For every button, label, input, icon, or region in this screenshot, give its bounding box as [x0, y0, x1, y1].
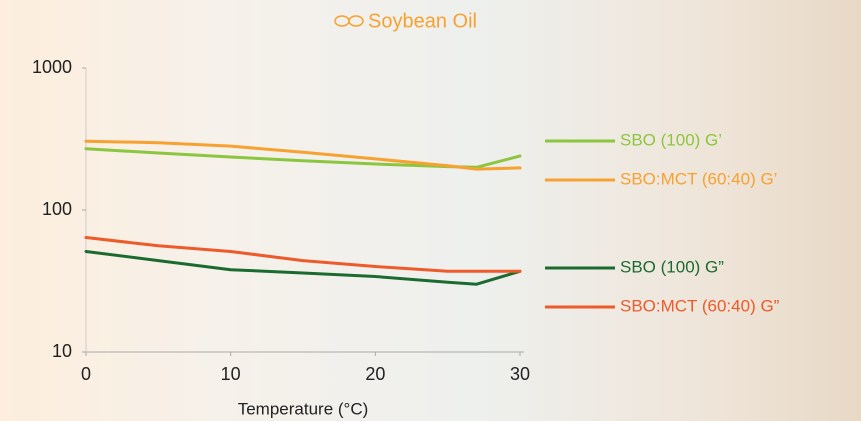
series-line	[84, 250, 522, 286]
title-icon	[334, 15, 364, 27]
chart-title: Soybean Oil	[368, 10, 477, 32]
series-line	[84, 236, 522, 273]
y-tick-label: 10	[52, 341, 72, 361]
y-tick-label: 1000	[32, 57, 72, 77]
legend-label: SBO:MCT (60:40) G”	[620, 296, 780, 315]
y-tick-label: 100	[42, 199, 72, 219]
x-tick-label: 10	[221, 364, 241, 384]
x-tick-label: 20	[365, 364, 385, 384]
x-axis-label: Temperature (°C)	[238, 399, 369, 418]
legend-label: SBO:MCT (60:40) G’	[620, 169, 777, 188]
x-tick-label: 0	[81, 364, 91, 384]
x-tick-label: 30	[510, 364, 530, 384]
legend-label: SBO (100) G”	[620, 257, 724, 276]
series-line	[84, 139, 522, 171]
legend-label: SBO (100) G’	[620, 130, 722, 149]
